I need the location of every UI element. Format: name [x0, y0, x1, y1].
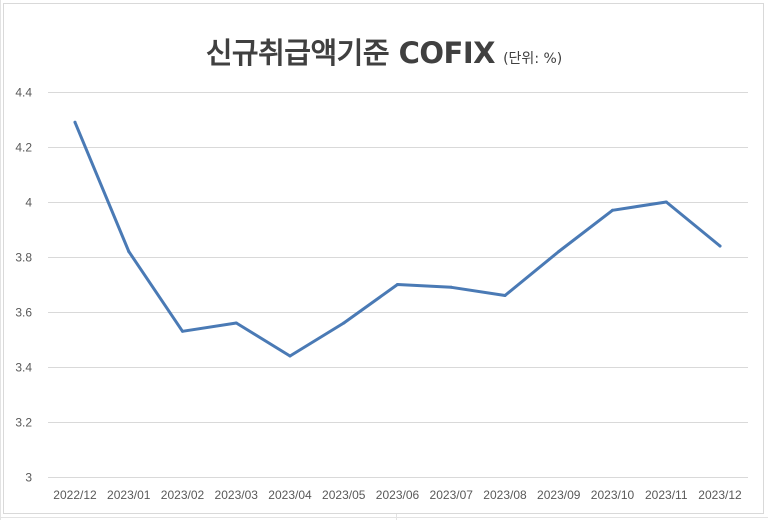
x-tick-label: 2023/02	[161, 488, 205, 502]
x-tick-label: 2023/06	[376, 488, 420, 502]
y-tick-label: 3	[25, 471, 32, 485]
y-tick-label: 4.2	[15, 141, 32, 155]
x-tick-label: 2023/11	[645, 488, 688, 502]
data-point[interactable]	[396, 283, 399, 286]
x-tick-label: 2023/08	[483, 488, 527, 502]
x-tick-label: 2023/07	[430, 488, 474, 502]
data-point[interactable]	[234, 321, 238, 325]
x-tick-label: 2022/12	[53, 488, 97, 502]
gridlines	[48, 92, 748, 478]
data-point[interactable]	[503, 294, 507, 297]
data-point[interactable]	[664, 200, 668, 204]
x-tick-label: 2023/04	[268, 488, 312, 502]
series-layer	[73, 120, 722, 358]
y-tick-label: 3.8	[15, 251, 32, 265]
series-line[interactable]	[73, 120, 722, 358]
data-point[interactable]	[181, 329, 184, 333]
data-point[interactable]	[449, 285, 453, 289]
y-tick-label: 3.2	[15, 416, 32, 430]
data-point[interactable]	[342, 321, 346, 325]
data-point[interactable]	[288, 354, 292, 358]
data-point[interactable]	[718, 244, 722, 248]
y-axis-tick-labels: 3 3.2 3.4 3.6 3.8 4 4.2 4.4	[15, 86, 32, 485]
data-point[interactable]	[611, 208, 614, 212]
x-tick-label: 2023/12	[698, 488, 742, 502]
data-point[interactable]	[557, 250, 561, 253]
x-tick-label: 2023/05	[322, 488, 366, 502]
data-point[interactable]	[127, 250, 131, 253]
x-tick-label: 2023/10	[591, 488, 635, 502]
data-point[interactable]	[73, 120, 77, 124]
chart-title: 신규취급액기준 COFIX (단위: %)	[0, 30, 768, 72]
x-tick-label: 2023/01	[107, 488, 151, 502]
x-tick-label: 2023/09	[537, 488, 581, 502]
y-tick-label: 4.4	[15, 86, 32, 100]
chart-area[interactable]	[3, 3, 764, 514]
y-tick-label: 3.6	[15, 306, 32, 320]
y-tick-label: 4	[25, 196, 32, 210]
x-tick-label: 2023/03	[215, 488, 259, 502]
y-tick-label: 3.4	[15, 361, 32, 375]
chart-title-text: 신규취급액기준 COFIX	[205, 36, 496, 70]
chart-unit-label: (단위: %)	[503, 51, 563, 67]
x-axis-tick-labels: 2022/12 2023/01 2023/02 2023/03 2023/04 2023/…	[53, 488, 742, 502]
